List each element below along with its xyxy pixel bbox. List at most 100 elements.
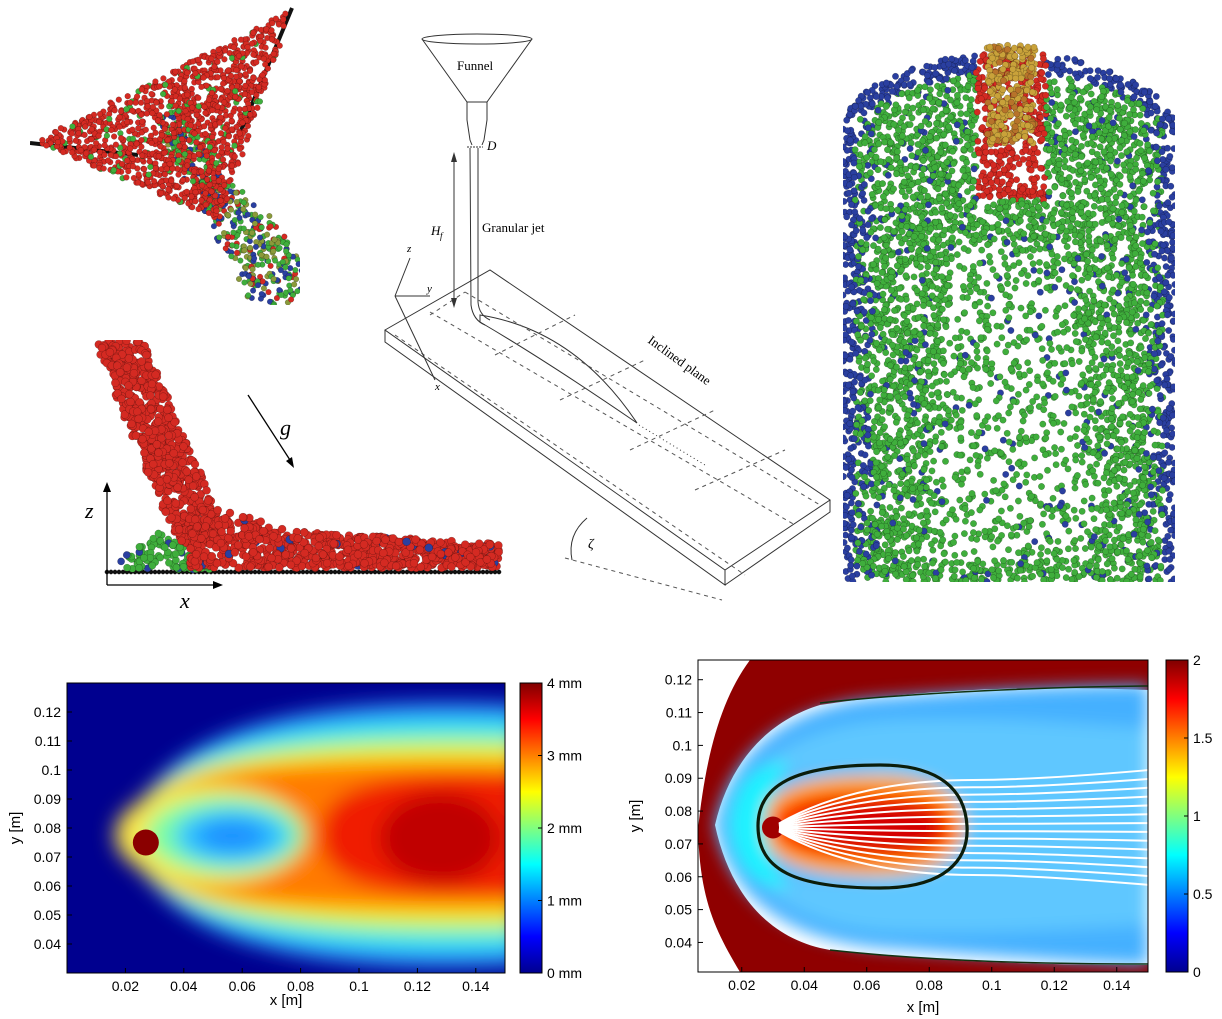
axes: 0.02 0.04 0.06 0.08 0.1 0.12 0.14 0.04 0.05 0.06 0… (34, 704, 490, 994)
y-tick-label: 0.12 (665, 672, 692, 688)
streamline (778, 777, 1148, 826)
colorbar-ticks: 0 0.5 1 1.5 2 (1184, 652, 1213, 980)
dem-top-view-particles (30, 7, 300, 305)
y-tick-label: 0.09 (34, 791, 61, 807)
colorbar-tick-label: 1 (1193, 808, 1201, 824)
x-tick-label: 0.14 (1103, 977, 1130, 993)
x-tick-label: 0.02 (728, 977, 755, 993)
jet-label: Granular jet (482, 220, 545, 235)
gravity-label: g (280, 415, 291, 440)
x-axis-label: x [m] (907, 999, 940, 1016)
y-tick-label: 0.11 (666, 705, 692, 721)
y-tick-label: 0.08 (34, 820, 61, 836)
y-tick-label: 0.08 (665, 803, 692, 819)
gravity-arrow-line (247, 394, 291, 461)
streamline (778, 829, 1148, 878)
streamline (778, 829, 1148, 869)
triad-z (394, 257, 411, 297)
streamline (778, 813, 1148, 828)
y-tick-label: 0.04 (34, 936, 61, 952)
streamline (778, 827, 1148, 842)
streamline (778, 786, 1148, 826)
streamline (778, 769, 1148, 825)
colorbar-ticks: 0 mm 1 mm 2 mm 3 mm 4 mm (538, 675, 582, 981)
triad-z-label: z (406, 243, 412, 255)
hf-label: H (430, 223, 441, 238)
setup-schematic-panel: Funnel D H f Granular jet Inclined plane… (375, 30, 835, 605)
thickness-chart: 0.02 0.04 0.06 0.08 0.1 0.12 0.14 0.04 0.05 0.06 0… (0, 660, 600, 1015)
y-tick-label: 0.11 (35, 733, 61, 749)
colorbar-tick-label: 1 mm (547, 893, 582, 909)
y-tick-label: 0.06 (665, 869, 692, 885)
x-tick-label: 0.08 (916, 977, 943, 993)
granular-jet-right (477, 148, 491, 321)
plot-frame (697, 659, 1149, 973)
x-tick-label: 0.12 (1041, 977, 1068, 993)
supercritical-outer (698, 660, 1148, 972)
x-tick-label: 0.02 (112, 978, 139, 994)
front-contour-top (819, 685, 1148, 704)
zeta-angle-arc (570, 517, 588, 561)
colorbar-tick-label: 1.5 (1193, 730, 1213, 746)
z-axis-label: z (84, 498, 94, 523)
jet-impact-spot (132, 829, 159, 856)
hydraulic-jump-contour (756, 763, 969, 890)
funnel-rim (421, 33, 533, 45)
inclined-plane-top (384, 269, 831, 571)
y-tick-label: 0.07 (34, 849, 61, 865)
dem-side-view-particles: z x g (84, 340, 503, 613)
x-tick-label: 0.06 (853, 977, 880, 993)
angle-baseline (564, 557, 723, 601)
jet-impact-spot (762, 816, 784, 839)
z-axis-arrow (103, 482, 111, 492)
y-tick-label: 0.09 (665, 770, 692, 786)
triad-x (394, 295, 436, 381)
y-tick-label: 0.12 (34, 704, 61, 720)
colorbar-tick-label: 0 mm (547, 965, 582, 981)
y-tick-label: 0.05 (665, 902, 692, 918)
colorbar-tick-label: 0.5 (1193, 886, 1213, 902)
jump-tail-dotted (638, 424, 706, 466)
x-tick-label: 0.04 (791, 977, 818, 993)
dem-plan-view-panel (843, 40, 1175, 582)
x-tick-label: 0.1 (349, 978, 369, 994)
x-tick-label: 0.12 (404, 978, 431, 994)
funnel-label: Funnel (457, 58, 494, 73)
x-axis-label: x [m] (270, 992, 303, 1009)
colorbar-tick-label: 2 mm (547, 820, 582, 836)
x-tick-label: 0.14 (462, 978, 489, 994)
funnel-cone (421, 38, 533, 103)
thickness-field (115, 702, 505, 968)
streamlines (778, 769, 1148, 886)
streamline (778, 828, 1148, 860)
hf-subscript: f (440, 231, 444, 241)
y-axis-label: y [m] (7, 812, 24, 845)
y-tick-label: 0.1 (42, 762, 62, 778)
streamline (778, 830, 1148, 886)
axes: 0.02 0.04 0.06 0.08 0.1 0.12 0.14 0.04 0.05 0.06 0… (665, 672, 1131, 993)
y-tick-label: 0.05 (34, 907, 61, 923)
inclined-plane-side (384, 330, 831, 586)
x-tick-label: 0.1 (982, 977, 1002, 993)
y-axis-label: y [m] (627, 800, 644, 833)
colorbar-tick-label: 3 mm (547, 748, 582, 764)
dem-side-view-panel: z x g (50, 340, 510, 620)
y-tick-label: 0.1 (673, 737, 693, 753)
x-tick-label: 0.08 (287, 978, 314, 994)
dem-top-view-panel (30, 5, 300, 305)
triad-x-label: x (434, 381, 440, 393)
gravity-arrow-head (286, 457, 294, 468)
x-axis-label: x (179, 588, 190, 613)
froude-field (698, 660, 1148, 972)
streamline (778, 822, 1148, 829)
froude-chart: 0.02 0.04 0.06 0.08 0.1 0.12 0.14 0.04 0.05 0.06 0… (620, 650, 1222, 1019)
colorbar-tick-label: 4 mm (547, 675, 582, 691)
setup-schematic: Funnel D H f Granular jet Inclined plane… (384, 33, 831, 601)
y-tick-label: 0.07 (665, 836, 692, 852)
streamline (778, 795, 1148, 827)
funnel-neck (466, 102, 488, 146)
zeta-label: ζ (588, 537, 595, 552)
y-tick-label: 0.04 (665, 934, 692, 950)
d-label: D (486, 138, 497, 153)
dem-plan-view-particles (843, 41, 1175, 582)
